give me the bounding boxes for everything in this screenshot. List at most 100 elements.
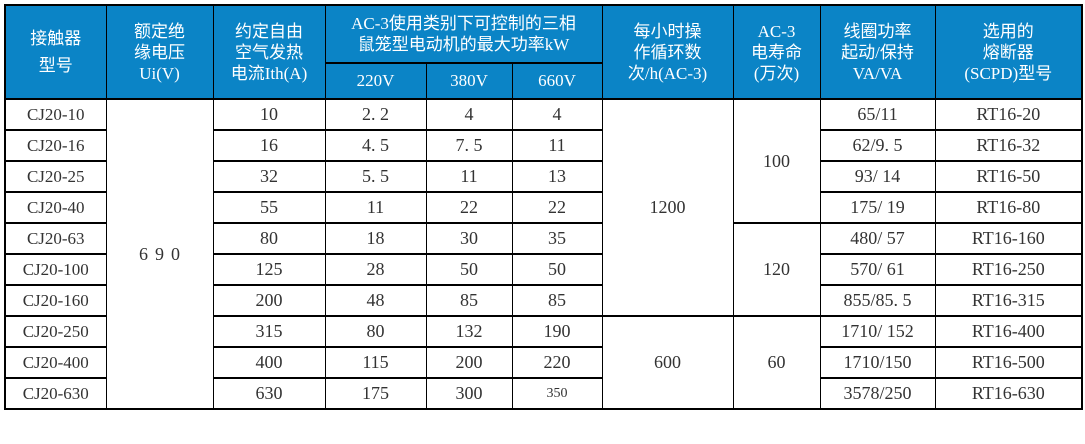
table-row-cj20-250: CJ20-250 315 80 132 190 600 60 1710/ 152… bbox=[4, 315, 1083, 410]
cell-life-merged: 100 bbox=[732, 98, 821, 224]
header-cycles-line3: 次/h(AC-3) bbox=[627, 63, 708, 83]
cell-ith: 200 bbox=[212, 284, 326, 317]
header-fuse: 选用的 熔断器 (SCPD)型号 bbox=[934, 4, 1083, 100]
cell-model: CJ20-160 bbox=[4, 284, 107, 317]
cell-coil: 570/ 61 bbox=[819, 253, 936, 286]
cell-coil: 480/ 57 bbox=[819, 222, 936, 255]
cell-p380: 50 bbox=[425, 253, 513, 286]
cell-p380: 22 bbox=[425, 191, 513, 224]
header-ith-line2: 空气发热 bbox=[235, 42, 303, 62]
header-model-line1: 接触器 bbox=[30, 29, 82, 48]
header-coil-line2: 起动/保持 bbox=[841, 42, 914, 62]
header-model-line2: 型号 bbox=[38, 56, 73, 75]
cell-cycles-merged: 1200 bbox=[601, 98, 734, 317]
table-row-cj20-40: CJ20-40 55 11 22 22 175/ 19 RT16-80 bbox=[4, 191, 1083, 224]
cell-fuse: RT16-50 bbox=[934, 160, 1083, 193]
cell-p660: 35 bbox=[511, 222, 603, 255]
cell-p220: 28 bbox=[324, 253, 427, 286]
cell-p660: 13 bbox=[511, 160, 603, 193]
cell-fuse: RT16-80 bbox=[934, 191, 1083, 224]
header-220v: 220V bbox=[324, 62, 427, 100]
cell-p660: 220 bbox=[511, 346, 603, 379]
cell-model: CJ20-40 bbox=[4, 191, 107, 224]
cell-p220: 48 bbox=[324, 284, 427, 317]
cell-fuse: RT16-250 bbox=[934, 253, 1083, 286]
header-ith-line3: 电流Ith(A) bbox=[230, 63, 308, 83]
cell-model: CJ20-400 bbox=[4, 346, 107, 379]
header-life-line2: 电寿命 bbox=[751, 42, 803, 62]
cell-p380: 4 bbox=[425, 98, 513, 131]
cell-ith: 10 bbox=[212, 98, 326, 131]
table-row-cj20-63: CJ20-63 80 18 30 35 120 480/ 57 RT16-160 bbox=[4, 222, 1083, 317]
header-electrical-life: AC-3 电寿命 (万次) bbox=[732, 4, 821, 100]
header-row-2: 220V 380V 660V bbox=[5, 62, 1082, 100]
header-row-1: 接触器 型号 额定绝 缘电压 Ui(V) 约定自由 空气发热 电流Ith(A) … bbox=[4, 4, 1083, 100]
header-ac3-max-power: AC-3使用类别下可控制的三相 鼠笼型电动机的最大功率kW bbox=[324, 4, 603, 64]
cell-fuse: RT16-315 bbox=[934, 284, 1083, 317]
cell-p380: 200 bbox=[425, 346, 513, 379]
header-660v: 660V bbox=[511, 62, 603, 100]
cell-coil: 1710/150 bbox=[819, 346, 936, 379]
table-row-cj20-10: CJ20-10 690 10 2. 2 4 4 1200 100 65/11 R… bbox=[4, 98, 1083, 410]
cell-ith: 315 bbox=[212, 315, 326, 348]
cell-fuse: RT16-500 bbox=[934, 346, 1083, 379]
cell-coil: 3578/250 bbox=[819, 377, 936, 410]
header-model: 接触器 型号 bbox=[4, 4, 107, 100]
cell-p660: 11 bbox=[511, 129, 603, 162]
cell-ith: 630 bbox=[212, 377, 326, 410]
cell-p660: 85 bbox=[511, 284, 603, 317]
cell-p220: 11 bbox=[324, 191, 427, 224]
cell-p220: 175 bbox=[324, 377, 427, 410]
cell-fuse: RT16-630 bbox=[934, 377, 1083, 410]
header-life-line3: (万次) bbox=[753, 63, 800, 83]
table-row-cj20-160: CJ20-160 200 48 85 85 855/85. 5 RT16-315 bbox=[4, 284, 1083, 317]
cell-p220: 80 bbox=[324, 315, 427, 348]
table-row-cj20-400: CJ20-400 400 115 200 220 1710/150 RT16-5… bbox=[4, 346, 1083, 379]
header-life-line1: AC-3 bbox=[757, 21, 796, 41]
header-ui: 额定绝 缘电压 Ui(V) bbox=[105, 4, 214, 100]
header-380v: 380V bbox=[425, 62, 513, 100]
header-ac3-power-line1: AC-3使用类别下可控制的三相 bbox=[351, 14, 576, 33]
table-row-cj20-630: CJ20-630 630 175 300 350 3578/250 RT16-6… bbox=[4, 377, 1083, 410]
cell-ith: 125 bbox=[212, 253, 326, 286]
cell-cycles-merged: 600 bbox=[601, 315, 734, 410]
table-row-cj20-100: CJ20-100 125 28 50 50 570/ 61 RT16-250 bbox=[4, 253, 1083, 286]
header-ui-line1: 额定绝 bbox=[134, 21, 185, 41]
cell-p220: 5. 5 bbox=[324, 160, 427, 193]
cell-p660: 350 bbox=[511, 377, 603, 410]
cell-p380: 11 bbox=[425, 160, 513, 193]
cell-p380: 7. 5 bbox=[425, 129, 513, 162]
header-coil-line1: 线圈功率 bbox=[843, 21, 912, 41]
cell-p660: 50 bbox=[511, 253, 603, 286]
cell-fuse: RT16-160 bbox=[934, 222, 1083, 255]
cell-p380: 85 bbox=[425, 284, 513, 317]
cell-fuse: RT16-32 bbox=[934, 129, 1083, 162]
table-row-cj20-16: CJ20-16 16 4. 5 7. 5 11 62/9. 5 RT16-32 bbox=[4, 129, 1083, 162]
header-ith: 约定自由 空气发热 电流Ith(A) bbox=[212, 4, 326, 100]
cell-model: CJ20-10 bbox=[4, 98, 107, 131]
cell-ith: 32 bbox=[212, 160, 326, 193]
contactor-spec-table: 接触器 型号 额定绝 缘电压 Ui(V) 约定自由 空气发热 电流Ith(A) … bbox=[4, 4, 1084, 410]
header-cycles: 每小时操 作循环数 次/h(AC-3) bbox=[601, 4, 734, 100]
cell-model: CJ20-630 bbox=[4, 377, 107, 410]
cell-model: CJ20-16 bbox=[4, 129, 107, 162]
cell-p660: 190 bbox=[511, 315, 603, 348]
header-fuse-line2: 熔断器 bbox=[982, 42, 1034, 62]
cell-model: CJ20-63 bbox=[4, 222, 107, 255]
cell-p660: 22 bbox=[511, 191, 603, 224]
cell-fuse: RT16-400 bbox=[934, 315, 1083, 348]
cell-p220: 4. 5 bbox=[324, 129, 427, 162]
cell-life-merged: 120 bbox=[732, 222, 821, 317]
header-fuse-line1: 选用的 bbox=[982, 21, 1034, 41]
header-fuse-line3: (SCPD)型号 bbox=[964, 63, 1053, 83]
header-cycles-line2: 作循环数 bbox=[633, 42, 702, 62]
cell-coil: 175/ 19 bbox=[819, 191, 936, 224]
header-cycles-line1: 每小时操 bbox=[633, 21, 702, 41]
cell-fuse: RT16-20 bbox=[934, 98, 1083, 131]
cell-ith: 16 bbox=[212, 129, 326, 162]
header-ith-line1: 约定自由 bbox=[235, 21, 303, 41]
cell-model: CJ20-250 bbox=[4, 315, 107, 348]
cell-p380: 132 bbox=[425, 315, 513, 348]
cell-p380: 30 bbox=[425, 222, 513, 255]
header-ui-line2: 缘电压 bbox=[134, 42, 185, 62]
